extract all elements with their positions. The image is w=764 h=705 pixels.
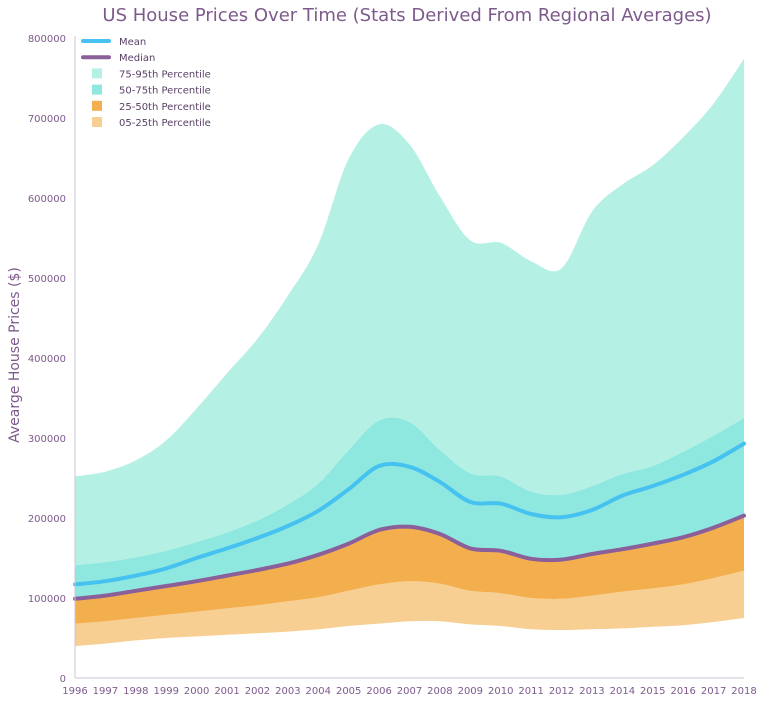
legend-swatch [92,84,102,95]
band-75-95th-percentile [75,58,744,566]
y-tick-label: 300000 [28,434,66,445]
x-tick-label: 2002 [245,686,270,697]
legend-item-mean: Mean [81,37,146,48]
legend-item-25-50th-percentile: 25-50th Percentile [92,100,211,113]
x-tick-label: 1996 [62,686,87,697]
y-tick-label: 200000 [28,514,66,525]
legend-label: 50-75th Percentile [119,86,211,97]
legend-label: 05-25th Percentile [119,118,211,129]
y-tick-labels: 0 100000 200000 300000 400000 500000 600000 700… [28,34,66,685]
legend-label: Median [119,53,155,64]
band-50-75th-percentile [75,417,744,599]
area-bands [75,58,744,646]
x-tick-label: 2009 [458,686,483,697]
series-lines [73,441,746,601]
x-tick-label: 2007 [397,686,422,697]
legend-item-50-75th-percentile: 50-75th Percentile [92,84,211,97]
x-tick-label: 1998 [123,686,148,697]
x-tick-label: 1997 [93,686,118,697]
legend-label: Mean [119,37,146,48]
x-tick-label: 2015 [640,686,665,697]
legend-item-05-25th-percentile: 05-25th Percentile [92,117,211,129]
x-tick-label: 2000 [184,686,209,697]
band-25-50th-percentile [75,515,744,624]
x-tick-label: 2008 [427,686,452,697]
legend-item-75-95th-percentile: 75-95th Percentile [92,68,211,80]
legend-swatch [92,100,102,111]
line-mean [73,441,746,587]
legend-item-median: Median [81,53,155,64]
y-tick-label: 100000 [28,594,66,605]
legend: Mean Median 75-95th Percentile 50-75th Perc… [81,37,211,129]
x-tick-label: 2012 [549,686,574,697]
y-tick-label: 400000 [28,354,66,365]
y-tick-label: 0 [60,674,66,685]
x-tick-label: 2013 [579,686,604,697]
line-median [73,513,746,601]
x-tick-label: 2001 [214,686,239,697]
x-tick-label: 2003 [275,686,300,697]
axes [74,36,744,679]
legend-label: 75-95th Percentile [119,69,211,80]
chart-title: US House Prices Over Time (Stats Derived… [102,5,712,26]
x-tick-label: 2004 [306,686,331,697]
y-tick-label: 500000 [28,274,66,285]
x-tick-label: 2006 [366,686,391,697]
y-tick-label: 600000 [28,194,66,205]
legend-swatch [92,68,102,79]
x-tick-label: 2018 [731,686,756,697]
y-axis-label: Avearge House Prices ($) [7,267,23,443]
x-tick-labels: 1996 1997 1998 1999 2000 2001 2002 2003 2004 2005… [62,686,756,697]
x-tick-label: 2010 [488,686,513,697]
x-tick-label: 2017 [701,686,726,697]
y-tick-label: 700000 [28,114,66,125]
x-tick-label: 2014 [610,686,635,697]
x-tick-label: 2016 [670,686,695,697]
band-05-25th-percentile [75,570,744,646]
x-tick-label: 2005 [336,686,361,697]
y-tick-label: 800000 [28,34,66,45]
x-tick-label: 1999 [154,686,179,697]
x-tick-label: 2011 [518,686,543,697]
legend-label: 25-50th Percentile [119,102,211,113]
legend-swatch [92,117,102,127]
